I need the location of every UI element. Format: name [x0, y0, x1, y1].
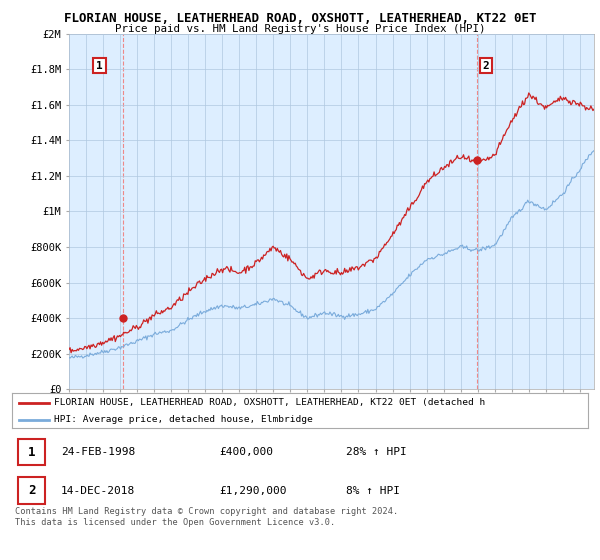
Text: 8% ↑ HPI: 8% ↑ HPI: [346, 486, 400, 496]
Text: £400,000: £400,000: [220, 447, 274, 457]
Text: Contains HM Land Registry data © Crown copyright and database right 2024.: Contains HM Land Registry data © Crown c…: [15, 507, 398, 516]
Text: 14-DEC-2018: 14-DEC-2018: [61, 486, 135, 496]
Text: HPI: Average price, detached house, Elmbridge: HPI: Average price, detached house, Elmb…: [54, 415, 313, 424]
Text: FLORIAN HOUSE, LEATHERHEAD ROAD, OXSHOTT, LEATHERHEAD, KT22 0ET (detached h: FLORIAN HOUSE, LEATHERHEAD ROAD, OXSHOTT…: [54, 398, 485, 407]
Text: 1: 1: [28, 446, 35, 459]
Text: Price paid vs. HM Land Registry's House Price Index (HPI): Price paid vs. HM Land Registry's House …: [115, 24, 485, 34]
Text: 2: 2: [483, 60, 490, 71]
Text: This data is licensed under the Open Government Licence v3.0.: This data is licensed under the Open Gov…: [15, 519, 335, 528]
FancyBboxPatch shape: [18, 439, 46, 465]
Text: 2: 2: [28, 484, 35, 497]
Text: 28% ↑ HPI: 28% ↑ HPI: [346, 447, 407, 457]
Text: £1,290,000: £1,290,000: [220, 486, 287, 496]
Text: 24-FEB-1998: 24-FEB-1998: [61, 447, 135, 457]
Text: FLORIAN HOUSE, LEATHERHEAD ROAD, OXSHOTT, LEATHERHEAD, KT22 0ET: FLORIAN HOUSE, LEATHERHEAD ROAD, OXSHOTT…: [64, 12, 536, 25]
FancyBboxPatch shape: [18, 477, 46, 504]
Text: 1: 1: [96, 60, 103, 71]
